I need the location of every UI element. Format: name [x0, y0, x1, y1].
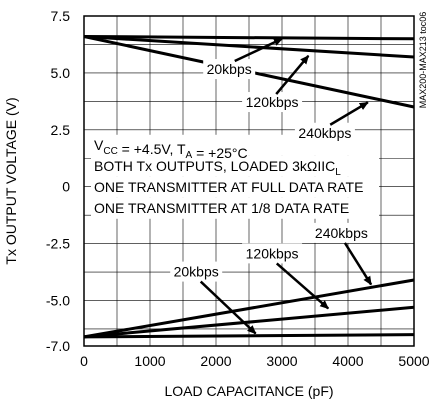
x-tick-label: 4000: [332, 353, 363, 369]
series-label-120kbps: 120kbps: [246, 94, 299, 110]
y-tick-label: -2.5: [46, 236, 70, 252]
condition-text: VCC = +4.5V, TA = +25°C: [94, 137, 248, 161]
x-axis-title: LOAD CAPACITANCE (pF): [164, 383, 333, 399]
x-tick-label: 5000: [398, 353, 429, 369]
series-label-arrow: [275, 262, 330, 310]
series-label-240kbps: 240kbps: [298, 125, 351, 141]
series-lines: [83, 35, 415, 339]
y-tick-label: -7.0: [46, 338, 70, 354]
condition-text: BOTH Tx OUTPUTS, LOADED 3kΩIICL: [94, 158, 341, 178]
condition-main: ONE TRANSMITTER AT 1/8 DATA RATE: [94, 200, 349, 216]
series-line-20kbps-negative: [83, 333, 415, 339]
series-label-120kbps: 120kbps: [246, 245, 299, 261]
y-tick-label: 7.5: [51, 8, 71, 24]
figure-code: MAX200-MAX213 toc06: [418, 12, 428, 109]
x-tick-label: 1000: [134, 353, 165, 369]
series-label-background: [170, 261, 223, 282]
y-tick-labels: 7.5 5.0 2.5 0 -2.5 -5.0 -7.0: [46, 8, 70, 354]
series-line-20kbps-positive: [83, 35, 415, 41]
condition-text: ONE TRANSMITTER AT FULL DATA RATE: [94, 179, 363, 195]
y-tick-label: 0: [62, 179, 70, 195]
y-tick-label: 5.0: [51, 65, 71, 81]
series-line-240kbps-negative: [83, 278, 415, 339]
series-label-arrow: [275, 55, 310, 95]
condition-text: ONE TRANSMITTER AT 1/8 DATA RATE: [94, 200, 349, 216]
series-line-120kbps-negative: [83, 305, 415, 339]
series-label-background: [311, 222, 372, 243]
condition-rest: = +4.5V, T: [118, 141, 186, 157]
series-label-arrow: [343, 242, 373, 286]
condition-main: BOTH Tx OUTPUTS, LOADED 3kΩIIC: [94, 158, 335, 174]
series-label-240kbps: 240kbps: [315, 225, 368, 241]
x-tick-label: 0: [80, 353, 88, 369]
condition-rest2: = +25°C: [192, 145, 247, 161]
series-label-20kbps: 20kbps: [174, 264, 219, 280]
condition-sub: CC: [103, 146, 117, 157]
series-label-arrow: [234, 37, 283, 63]
series-label-background: [242, 243, 303, 264]
x-tick-label: 2000: [200, 353, 231, 369]
series-line-120kbps-positive: [83, 35, 415, 59]
plot-frame: [83, 15, 415, 347]
condition-sub2: A: [186, 150, 193, 161]
condition-background: [91, 155, 379, 177]
condition-main: V: [94, 137, 104, 153]
condition-background: [91, 197, 379, 219]
x-tick-labels: 0 1000 2000 3000 4000 5000: [80, 353, 430, 369]
series-label-arrow: [199, 280, 257, 335]
condition-main: ONE TRANSMITTER AT FULL DATA RATE: [94, 179, 363, 195]
condition-background: [91, 176, 379, 198]
series-label-background: [294, 122, 355, 143]
condition-sub: L: [335, 167, 341, 178]
x-tick-label: 3000: [266, 353, 297, 369]
y-axis-title: Tx OUTPUT VOLTAGE (V): [3, 97, 19, 264]
y-tick-label: 2.5: [51, 122, 71, 138]
series-label-arrow: [329, 101, 369, 126]
series-label-background: [242, 92, 303, 113]
series-label-20kbps: 20kbps: [207, 61, 252, 77]
series-label-background: [203, 59, 256, 80]
y-tick-label: -5.0: [46, 292, 70, 308]
